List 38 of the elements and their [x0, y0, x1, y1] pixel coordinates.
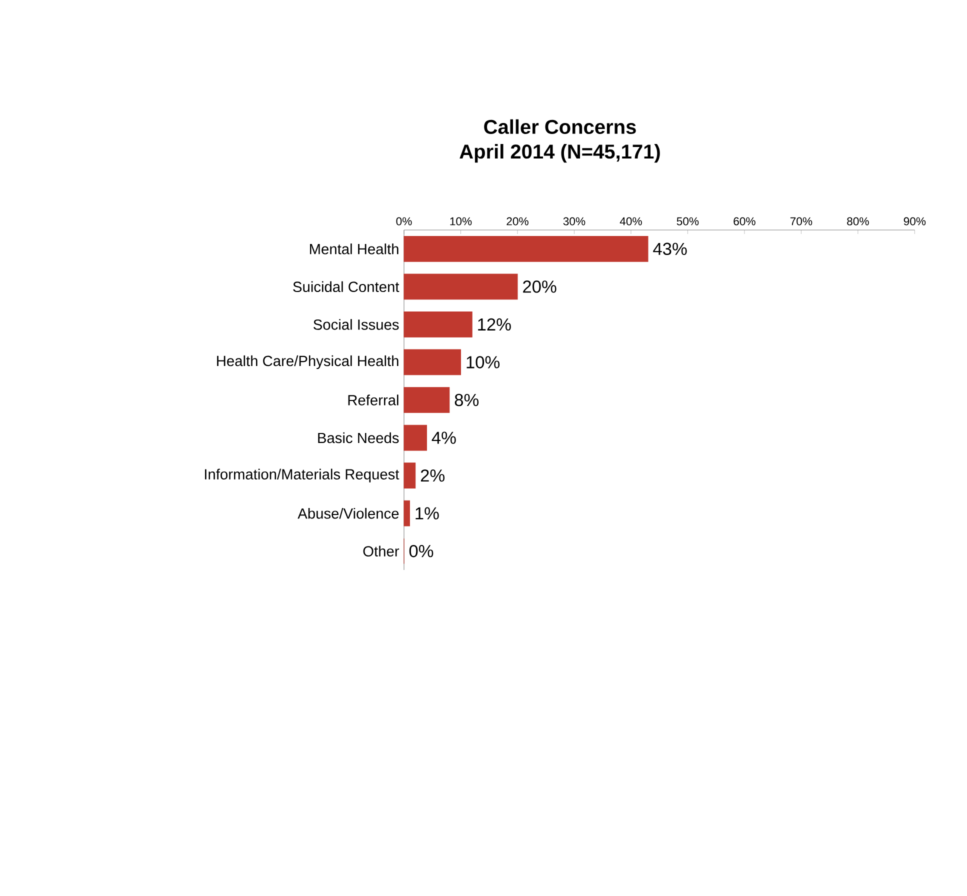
y-tick-label: Basic Needs — [318, 432, 399, 444]
chart-title: Caller Concerns — [484, 119, 636, 134]
data-label: 10% — [466, 356, 500, 368]
x-tick-label: 20% — [506, 217, 528, 226]
x-tick-label: 10% — [450, 217, 472, 226]
chart-subtitle: April 2014 (N=45,171) — [460, 144, 660, 163]
x-tick-label: 70% — [790, 217, 812, 226]
x-tick-label: 50% — [676, 217, 699, 226]
bar — [404, 312, 472, 338]
x-tick-label: 90% — [904, 217, 926, 226]
y-tick-label: Mental Health — [310, 244, 398, 254]
y-tick-label: Social Issues — [314, 319, 399, 330]
bar — [404, 462, 416, 488]
y-tick-label: Referral — [348, 394, 398, 406]
x-tick-label: 40% — [620, 217, 642, 226]
data-label: 12% — [478, 318, 511, 331]
x-tick-label: 80% — [847, 217, 869, 226]
data-label: 8% — [454, 394, 479, 406]
y-tick-label: Health Care/Physical Health — [217, 355, 398, 370]
data-label: 4% — [432, 432, 456, 444]
x-tick-label: 0% — [396, 217, 412, 226]
y-tick-label: Information/Materials Request — [205, 468, 400, 482]
bar — [404, 236, 648, 262]
y-tick-label: Other — [363, 546, 400, 556]
bar — [404, 274, 518, 300]
x-tick-label: 60% — [734, 217, 756, 226]
y-tick-label: Suicidal Content — [293, 281, 400, 292]
bar — [404, 387, 450, 413]
data-label: 20% — [523, 280, 556, 293]
x-tick-label: 30% — [563, 217, 586, 226]
y-tick-label: Abuse/Violence — [298, 508, 399, 519]
bar — [404, 349, 462, 376]
data-label: 43% — [653, 242, 687, 256]
data-label: 0% — [409, 544, 434, 558]
data-label: 1% — [416, 507, 439, 520]
data-label: 2% — [420, 469, 445, 482]
bar — [404, 424, 427, 451]
bar — [404, 500, 410, 526]
